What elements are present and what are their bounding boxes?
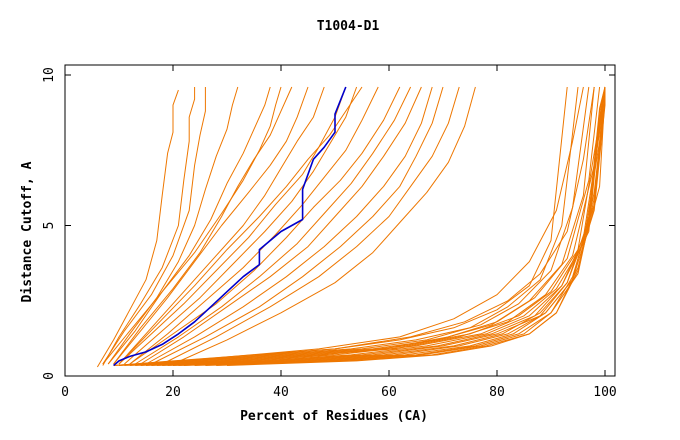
series-line-14	[140, 86, 422, 365]
y-tick-label-10: 10	[42, 67, 57, 83]
series-line-35	[194, 87, 606, 366]
series-line-27	[145, 86, 606, 366]
series-line-17	[161, 86, 460, 365]
series-line-4	[107, 86, 239, 365]
series-line-12	[129, 86, 401, 365]
series-line-3	[102, 87, 206, 365]
series-line-13	[134, 86, 412, 365]
series-line-20	[102, 86, 282, 365]
series-line-25	[135, 86, 601, 366]
series-line-10	[124, 86, 358, 365]
series-line-15	[145, 86, 433, 365]
x-tick-label-100: 100	[593, 385, 616, 400]
highlight-series-line	[113, 86, 347, 367]
series-line-30	[162, 86, 606, 366]
series-line-2	[102, 87, 196, 366]
plot-frame	[64, 64, 616, 377]
chart-title: T1004-D1	[317, 19, 380, 34]
series-line-39	[113, 86, 595, 366]
y-axis-label: Distance Cutoff, A	[20, 161, 35, 302]
series-line-21	[113, 86, 568, 366]
series-line-11	[129, 86, 379, 365]
series-line-36	[205, 87, 606, 366]
series-line-9	[118, 86, 347, 365]
series-line-8	[118, 86, 325, 365]
series-line-16	[151, 86, 444, 365]
series-line-38	[226, 87, 606, 366]
series-line-31	[167, 86, 606, 366]
y-tick-label-5: 5	[42, 222, 57, 230]
series-line-5	[107, 86, 271, 365]
series-line-33	[178, 86, 606, 366]
series-line-6	[113, 86, 293, 365]
tick-layer: 0 20 40 60 80 100 0 5 10	[42, 65, 617, 400]
x-tick-label-0: 0	[61, 385, 69, 400]
x-tick-label-80: 80	[489, 385, 505, 400]
y-tick-label-0: 0	[42, 372, 57, 380]
x-tick-label-40: 40	[273, 385, 289, 400]
series-line-37	[216, 87, 606, 366]
series-line-26	[140, 86, 606, 366]
series-line-40	[118, 86, 584, 366]
series-line-18	[172, 86, 476, 365]
series-line-23	[124, 86, 590, 366]
series-line-7	[113, 86, 309, 365]
x-tick-label-60: 60	[381, 385, 397, 400]
series-line-19	[118, 86, 363, 365]
series-line-1	[96, 89, 179, 368]
series-layer	[96, 86, 606, 368]
x-tick-label-20: 20	[165, 385, 181, 400]
x-axis-label: Percent of Residues (CA)	[240, 409, 428, 424]
